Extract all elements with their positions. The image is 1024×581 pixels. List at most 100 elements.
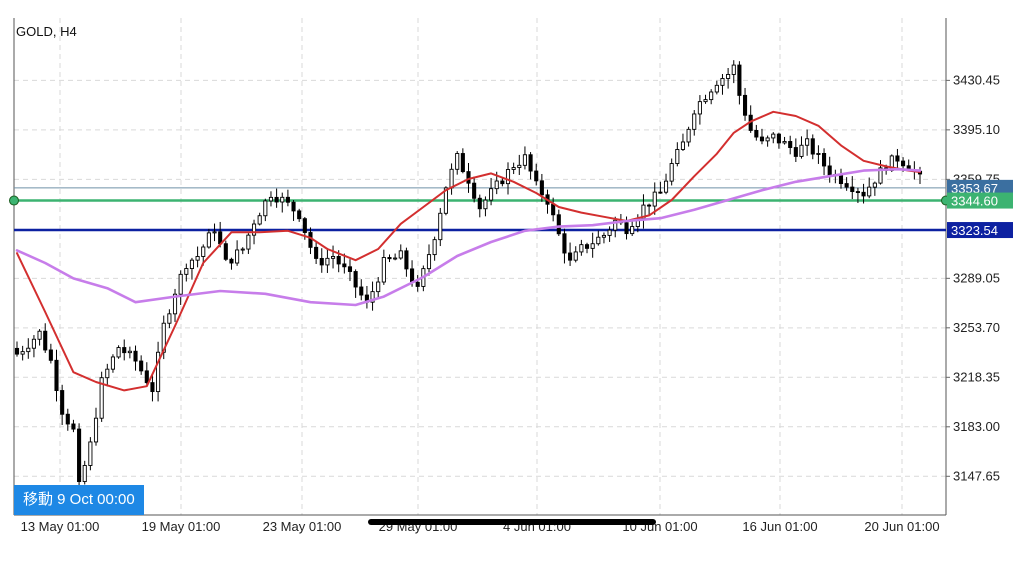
- candle: [731, 60, 736, 84]
- candle: [110, 354, 115, 373]
- candle: [297, 208, 302, 222]
- candle: [139, 355, 144, 375]
- moving-averages: [15, 110, 922, 392]
- candle-body: [325, 257, 330, 266]
- candle: [895, 148, 900, 169]
- candle: [381, 249, 386, 285]
- candle-body: [426, 254, 432, 270]
- candle: [376, 277, 381, 298]
- candle-body: [99, 377, 104, 419]
- candle-body: [630, 226, 635, 235]
- candle: [144, 362, 149, 386]
- candle-body: [861, 191, 866, 197]
- candle-body: [872, 182, 877, 188]
- candle: [844, 177, 849, 191]
- candle: [274, 188, 279, 208]
- candles: [14, 60, 923, 486]
- candle-body: [65, 413, 70, 425]
- candle-body: [105, 368, 110, 379]
- candle: [189, 257, 195, 280]
- candle-body: [816, 153, 821, 155]
- candle-body: [726, 73, 731, 79]
- y-tick-label-6: 3183.00: [953, 419, 1000, 434]
- candle: [850, 176, 855, 200]
- candle-body: [489, 188, 494, 201]
- candle-body: [257, 215, 262, 225]
- move-date-badge[interactable]: 移動 9 Oct 00:00: [14, 485, 144, 515]
- candle: [285, 189, 290, 207]
- candle-body: [709, 91, 714, 101]
- candle: [353, 269, 358, 298]
- candle-body: [201, 246, 206, 257]
- candle: [342, 253, 347, 274]
- candle-body: [314, 246, 319, 259]
- candle: [867, 177, 872, 199]
- x-tick-label-0: 13 May 01:00: [21, 519, 100, 534]
- candle-body: [652, 191, 657, 207]
- candle-body: [212, 231, 217, 234]
- candle: [65, 408, 70, 431]
- candle-body: [331, 256, 336, 259]
- candle: [477, 194, 482, 218]
- candle: [810, 134, 815, 160]
- candle: [489, 177, 494, 206]
- candle-body: [579, 244, 584, 253]
- candle: [71, 419, 76, 433]
- candle-body: [251, 223, 257, 236]
- candle-body: [189, 259, 195, 269]
- candle-body: [449, 168, 454, 189]
- candle-body: [522, 154, 527, 166]
- candle-body: [195, 256, 200, 261]
- candle: [788, 135, 793, 155]
- candle: [404, 247, 409, 277]
- candle: [658, 181, 663, 194]
- candle-body: [268, 196, 274, 202]
- candle-body: [206, 232, 211, 248]
- candle-body: [771, 133, 776, 139]
- level-handle-left[interactable]: [9, 195, 19, 206]
- candle-body: [432, 239, 437, 256]
- candle: [584, 242, 590, 254]
- candle-body: [483, 199, 488, 210]
- candle-body: [438, 212, 443, 241]
- candle: [82, 460, 87, 485]
- candle-body: [48, 349, 53, 361]
- candle: [511, 162, 516, 175]
- candle-body: [742, 94, 748, 116]
- candle-body: [229, 258, 234, 264]
- candle-body: [14, 347, 20, 355]
- candle-body: [336, 256, 341, 265]
- candle-body: [319, 258, 324, 266]
- candle: [31, 335, 36, 358]
- candle-body: [692, 113, 697, 130]
- candle: [737, 61, 742, 105]
- candle: [726, 67, 731, 89]
- candle-body: [127, 350, 132, 354]
- candle-body: [274, 196, 279, 203]
- candle-body: [838, 174, 844, 185]
- candle-body: [110, 356, 115, 370]
- candle-body: [867, 186, 872, 197]
- candle-body: [720, 78, 725, 86]
- candle: [861, 183, 866, 204]
- candle: [432, 236, 437, 261]
- candle: [793, 138, 798, 163]
- candle: [325, 248, 330, 273]
- candle: [652, 182, 657, 215]
- candle: [505, 162, 511, 195]
- candle-body: [398, 250, 403, 259]
- candle-body: [308, 232, 313, 248]
- candle: [663, 173, 669, 195]
- candle: [60, 384, 65, 426]
- candle-body: [116, 347, 121, 358]
- candle-body: [43, 330, 48, 351]
- candle-body: [443, 187, 448, 214]
- candle: [319, 248, 324, 273]
- candle-body: [901, 160, 906, 167]
- candle: [229, 257, 234, 270]
- candle: [280, 192, 285, 213]
- home-indicator[interactable]: [368, 519, 656, 525]
- candle-body: [675, 149, 680, 164]
